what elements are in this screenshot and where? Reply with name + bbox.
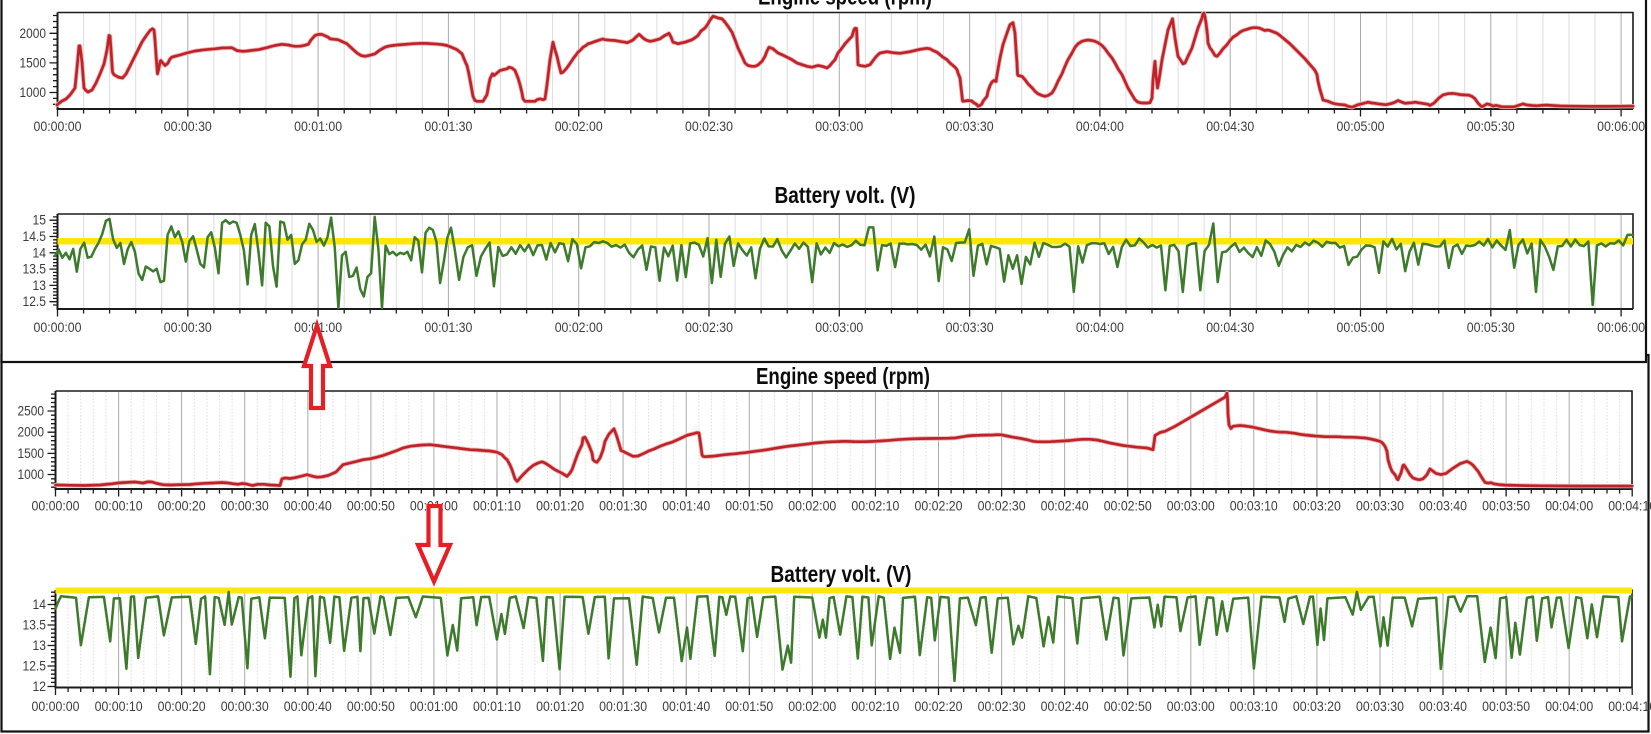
svg-text:00:01:00: 00:01:00 — [294, 119, 342, 134]
svg-text:00:04:30: 00:04:30 — [1206, 320, 1254, 335]
svg-text:00:00:30: 00:00:30 — [221, 699, 269, 714]
svg-text:00:02:20: 00:02:20 — [915, 499, 963, 514]
svg-text:00:00:50: 00:00:50 — [347, 699, 395, 714]
svg-text:00:04:00: 00:04:00 — [1076, 119, 1124, 134]
svg-text:00:02:10: 00:02:10 — [851, 699, 899, 714]
svg-text:00:00:00: 00:00:00 — [34, 320, 82, 335]
svg-text:00:03:00: 00:03:00 — [815, 320, 863, 335]
svg-text:Engine speed (rpm): Engine speed (rpm) — [756, 363, 930, 389]
svg-text:00:03:10: 00:03:10 — [1230, 499, 1278, 514]
svg-text:12: 12 — [33, 679, 47, 694]
svg-text:00:02:10: 00:02:10 — [851, 499, 899, 514]
svg-text:2000: 2000 — [20, 26, 47, 41]
svg-text:00:04:00: 00:04:00 — [1076, 320, 1124, 335]
svg-text:Battery volt. (V): Battery volt. (V) — [771, 561, 912, 587]
svg-text:00:01:30: 00:01:30 — [424, 320, 472, 335]
svg-text:00:00:00: 00:00:00 — [32, 699, 80, 714]
svg-text:00:03:00: 00:03:00 — [1167, 499, 1215, 514]
svg-text:00:01:10: 00:01:10 — [473, 699, 521, 714]
svg-text:00:02:30: 00:02:30 — [978, 699, 1026, 714]
svg-text:13.5: 13.5 — [23, 618, 47, 633]
svg-text:00:02:00: 00:02:00 — [788, 699, 836, 714]
svg-text:00:05:30: 00:05:30 — [1467, 119, 1515, 134]
svg-text:00:00:40: 00:00:40 — [284, 499, 332, 514]
svg-text:00:01:40: 00:01:40 — [662, 699, 710, 714]
svg-text:00:03:30: 00:03:30 — [1356, 699, 1404, 714]
svg-text:Battery volt. (V): Battery volt. (V) — [775, 182, 916, 208]
svg-text:1500: 1500 — [20, 55, 47, 70]
svg-text:00:02:20: 00:02:20 — [915, 699, 963, 714]
svg-text:00:03:30: 00:03:30 — [1356, 499, 1404, 514]
svg-text:14: 14 — [33, 245, 47, 260]
svg-text:00:03:40: 00:03:40 — [1419, 499, 1467, 514]
svg-text:00:03:30: 00:03:30 — [946, 320, 994, 335]
svg-text:13.5: 13.5 — [23, 262, 47, 277]
svg-text:1500: 1500 — [18, 446, 45, 461]
svg-text:00:00:00: 00:00:00 — [32, 499, 80, 514]
svg-text:00:06:00: 00:06:00 — [1597, 119, 1645, 134]
svg-text:00:01:50: 00:01:50 — [725, 499, 773, 514]
svg-text:Engine speed (rpm): Engine speed (rpm) — [758, 0, 932, 10]
svg-text:00:02:50: 00:02:50 — [1104, 699, 1152, 714]
svg-text:1000: 1000 — [18, 467, 45, 482]
svg-text:00:05:30: 00:05:30 — [1467, 320, 1515, 335]
svg-text:00:01:20: 00:01:20 — [536, 499, 584, 514]
svg-text:00:03:50: 00:03:50 — [1482, 499, 1530, 514]
svg-text:00:01:20: 00:01:20 — [536, 699, 584, 714]
svg-text:00:00:50: 00:00:50 — [347, 499, 395, 514]
svg-text:14.5: 14.5 — [23, 229, 47, 244]
svg-text:00:03:50: 00:03:50 — [1482, 699, 1530, 714]
svg-text:00:04:00: 00:04:00 — [1545, 499, 1593, 514]
svg-text:00:00:30: 00:00:30 — [164, 320, 212, 335]
svg-text:12.5: 12.5 — [23, 294, 47, 309]
svg-text:00:01:10: 00:01:10 — [473, 499, 521, 514]
svg-text:00:00:00: 00:00:00 — [34, 119, 82, 134]
svg-text:00:03:10: 00:03:10 — [1230, 699, 1278, 714]
svg-text:1000: 1000 — [20, 85, 47, 100]
svg-text:00:02:30: 00:02:30 — [978, 499, 1026, 514]
svg-text:00:02:40: 00:02:40 — [1041, 699, 1089, 714]
svg-text:00:04:30: 00:04:30 — [1206, 119, 1254, 134]
svg-text:00:06:00: 00:06:00 — [1597, 320, 1645, 335]
svg-text:00:02:00: 00:02:00 — [788, 499, 836, 514]
svg-text:13: 13 — [33, 638, 47, 653]
svg-text:00:00:20: 00:00:20 — [158, 699, 206, 714]
svg-text:00:01:40: 00:01:40 — [662, 499, 710, 514]
svg-text:00:01:30: 00:01:30 — [599, 699, 647, 714]
svg-text:00:02:30: 00:02:30 — [685, 320, 733, 335]
svg-text:00:04:10: 00:04:10 — [1608, 499, 1651, 514]
svg-text:13: 13 — [33, 278, 47, 293]
svg-text:00:02:00: 00:02:00 — [555, 320, 603, 335]
svg-text:00:05:00: 00:05:00 — [1337, 320, 1385, 335]
svg-text:00:01:00: 00:01:00 — [410, 699, 458, 714]
svg-text:00:00:30: 00:00:30 — [164, 119, 212, 134]
svg-text:00:02:50: 00:02:50 — [1104, 499, 1152, 514]
svg-text:00:03:30: 00:03:30 — [946, 119, 994, 134]
svg-text:00:03:20: 00:03:20 — [1293, 499, 1341, 514]
svg-text:00:01:30: 00:01:30 — [599, 499, 647, 514]
svg-text:00:01:50: 00:01:50 — [725, 699, 773, 714]
svg-text:15: 15 — [33, 213, 47, 228]
svg-text:12.5: 12.5 — [23, 659, 47, 674]
svg-text:14: 14 — [33, 597, 47, 612]
svg-text:00:03:20: 00:03:20 — [1293, 699, 1341, 714]
svg-text:00:03:00: 00:03:00 — [1167, 699, 1215, 714]
svg-text:2000: 2000 — [18, 425, 45, 440]
svg-text:00:01:30: 00:01:30 — [424, 119, 472, 134]
svg-text:00:02:00: 00:02:00 — [555, 119, 603, 134]
svg-text:00:04:10: 00:04:10 — [1608, 699, 1651, 714]
svg-text:00:00:10: 00:00:10 — [95, 699, 143, 714]
svg-text:00:00:10: 00:00:10 — [95, 499, 143, 514]
svg-text:00:02:40: 00:02:40 — [1041, 499, 1089, 514]
svg-text:2500: 2500 — [18, 404, 45, 419]
svg-text:00:03:00: 00:03:00 — [815, 119, 863, 134]
svg-text:00:02:30: 00:02:30 — [685, 119, 733, 134]
svg-text:00:05:00: 00:05:00 — [1337, 119, 1385, 134]
svg-text:00:04:00: 00:04:00 — [1545, 699, 1593, 714]
svg-text:00:00:30: 00:00:30 — [221, 499, 269, 514]
svg-text:00:00:40: 00:00:40 — [284, 699, 332, 714]
svg-text:00:03:40: 00:03:40 — [1419, 699, 1467, 714]
svg-text:00:00:20: 00:00:20 — [158, 499, 206, 514]
